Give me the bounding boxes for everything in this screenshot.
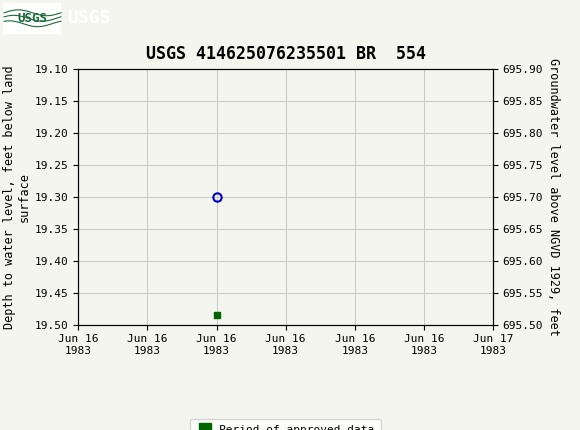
Text: USGS: USGS — [17, 12, 47, 25]
Legend: Period of approved data: Period of approved data — [190, 418, 381, 430]
Text: USGS: USGS — [67, 9, 110, 27]
Y-axis label: Depth to water level, feet below land
surface: Depth to water level, feet below land su… — [3, 65, 31, 329]
Title: USGS 414625076235501 BR  554: USGS 414625076235501 BR 554 — [146, 45, 426, 63]
Y-axis label: Groundwater level above NGVD 1929, feet: Groundwater level above NGVD 1929, feet — [548, 58, 560, 336]
FancyBboxPatch shape — [3, 3, 61, 34]
